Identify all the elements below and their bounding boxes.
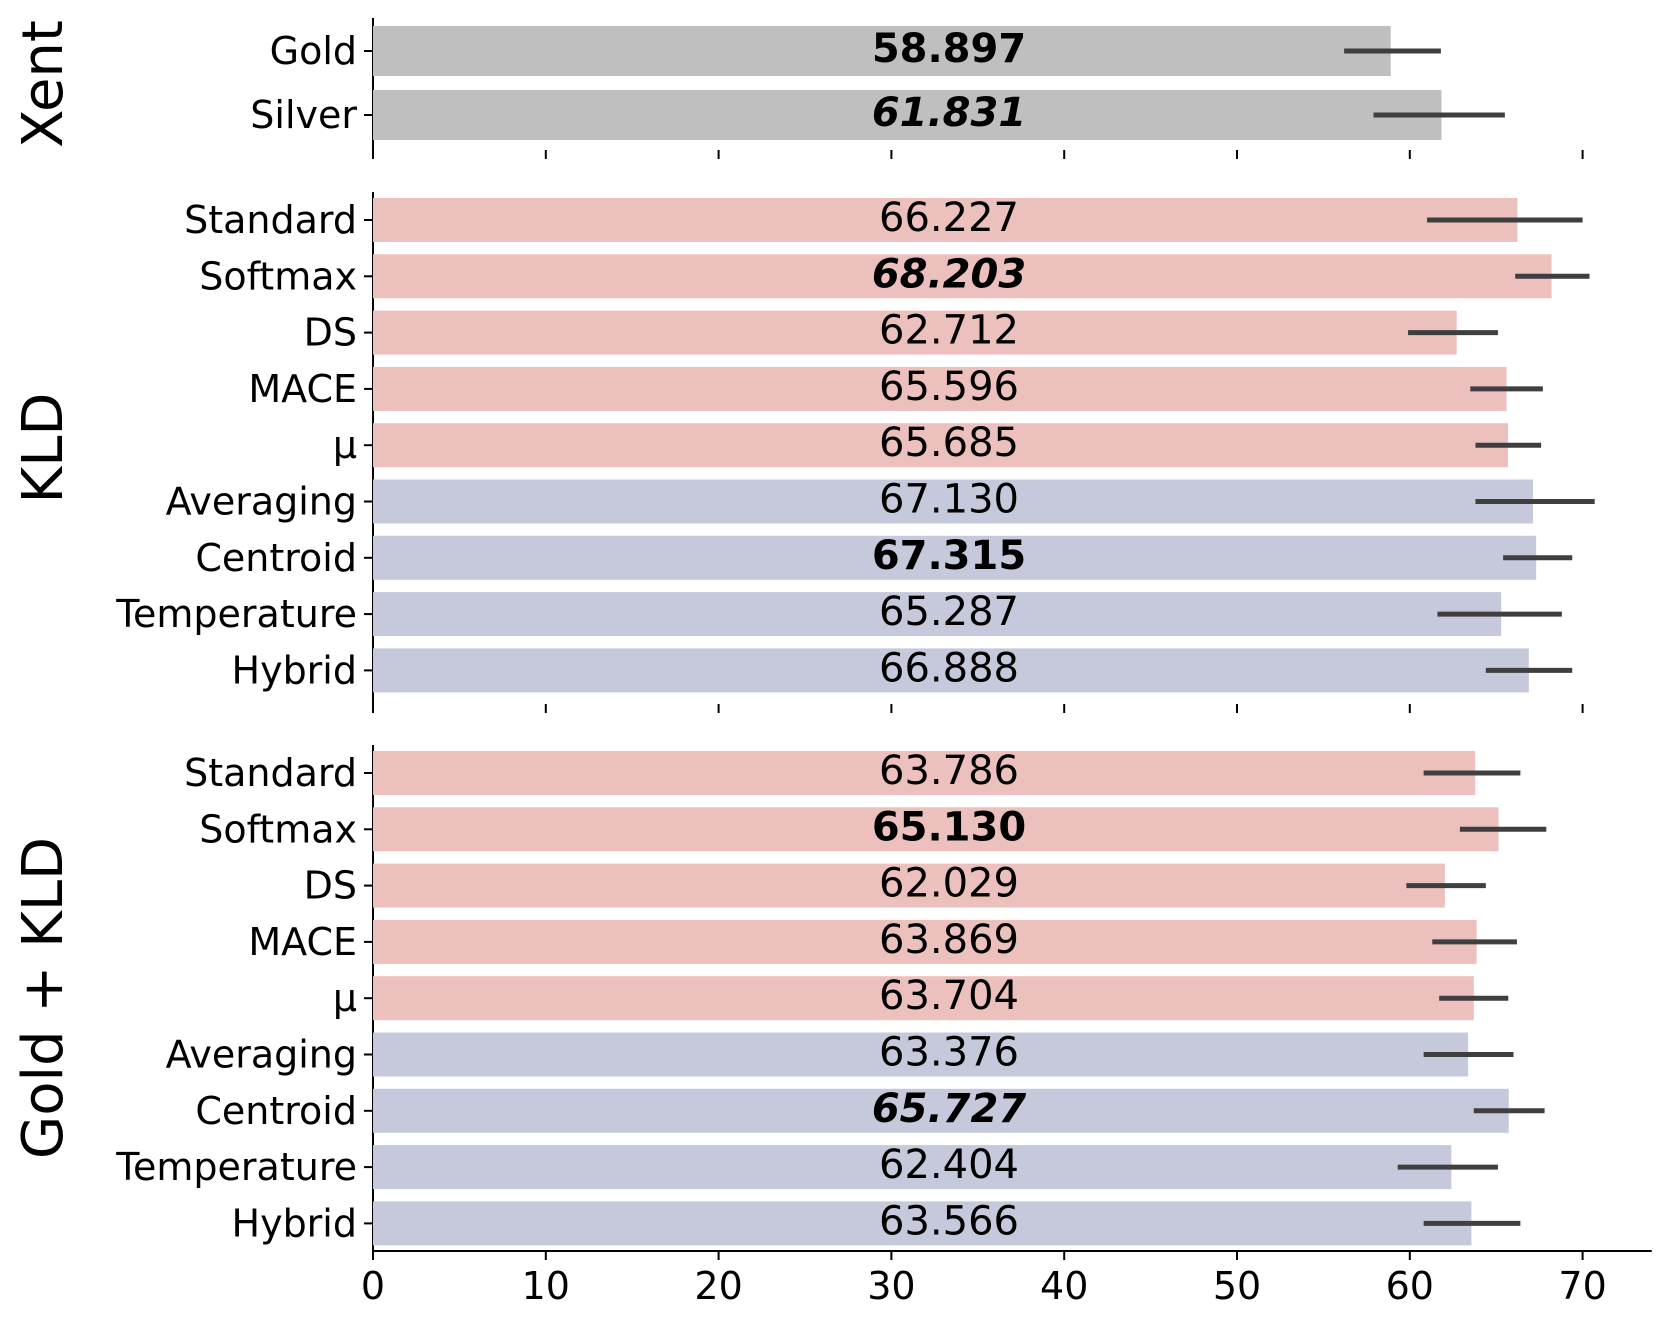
value-label: 63.786 — [879, 748, 1019, 794]
panel-title-xent: Xent — [11, 20, 76, 148]
value-label: 67.130 — [879, 477, 1019, 523]
bar-gold-kld-centroid — [373, 1088, 1509, 1133]
x-tick-label: 30 — [867, 1264, 915, 1308]
value-label: 65.727 — [872, 1086, 1027, 1132]
value-label: 65.130 — [872, 804, 1026, 850]
category-label: MACE — [248, 367, 357, 411]
category-label: μ — [333, 423, 357, 467]
value-label: 61.831 — [872, 90, 1026, 136]
bar-xent-silver — [373, 90, 1442, 140]
category-label: Hybrid — [232, 648, 358, 692]
bar-xent-gold — [373, 26, 1391, 76]
value-label: 62.712 — [879, 308, 1019, 354]
category-label: Hybrid — [232, 1201, 358, 1245]
value-label: 67.315 — [872, 533, 1026, 579]
bar-kld-centroid — [373, 535, 1537, 580]
bar-kld-temperature — [373, 592, 1502, 637]
panel-title-kld: KLD — [11, 392, 76, 503]
value-label: 65.287 — [879, 589, 1019, 635]
category-label: Temperature — [115, 1145, 357, 1189]
value-label: 65.596 — [879, 364, 1019, 410]
bar-kld-mace — [373, 366, 1507, 411]
bar-kld-ds — [373, 310, 1457, 355]
value-label: 58.897 — [872, 26, 1026, 72]
category-label: μ — [333, 976, 357, 1020]
value-label: 66.227 — [879, 195, 1019, 241]
x-tick-label: 70 — [1558, 1264, 1606, 1308]
category-label: Averaging — [166, 480, 357, 524]
bar-gold-kld-μ — [373, 976, 1474, 1021]
category-label: Centroid — [195, 1089, 357, 1133]
category-label: DS — [304, 864, 357, 908]
x-tick-label: 60 — [1386, 1264, 1434, 1308]
value-label: 63.376 — [879, 1030, 1019, 1076]
x-tick-label: 50 — [1213, 1264, 1261, 1308]
category-label: MACE — [248, 920, 357, 964]
value-label: 62.404 — [879, 1142, 1019, 1188]
bar-gold-kld-temperature — [373, 1145, 1452, 1190]
category-label: Softmax — [199, 254, 357, 298]
value-label: 63.869 — [879, 917, 1019, 963]
category-label: Softmax — [199, 807, 357, 851]
category-label: Standard — [184, 751, 357, 795]
value-label: 63.704 — [879, 973, 1019, 1019]
bar-kld-μ — [373, 423, 1509, 468]
x-tick-label: 20 — [694, 1264, 742, 1308]
value-label: 66.888 — [879, 645, 1019, 691]
category-label: Gold — [270, 29, 357, 73]
category-label: Centroid — [195, 536, 357, 580]
bar-gold-kld-mace — [373, 919, 1477, 964]
bar-kld-standard — [373, 198, 1518, 242]
x-tick-label: 0 — [361, 1264, 385, 1308]
category-label: Silver — [250, 93, 357, 137]
value-label: 65.685 — [879, 420, 1019, 466]
category-label: Averaging — [166, 1033, 357, 1077]
bar-gold-kld-averaging — [373, 1032, 1469, 1077]
category-label: Temperature — [115, 592, 357, 636]
bar-gold-kld-ds — [373, 863, 1445, 908]
bar-kld-hybrid — [373, 648, 1529, 693]
bar-gold-kld-hybrid — [373, 1201, 1472, 1246]
bar-kld-softmax — [373, 254, 1552, 299]
bar-kld-averaging — [373, 479, 1534, 524]
category-label: Standard — [184, 198, 357, 242]
value-label: 68.203 — [872, 251, 1026, 297]
value-label: 62.029 — [879, 861, 1019, 907]
x-tick-label: 10 — [522, 1264, 570, 1308]
category-label: DS — [304, 311, 357, 355]
panel-title-gold-kld: Gold + KLD — [11, 837, 76, 1159]
value-label: 63.566 — [879, 1198, 1019, 1244]
bar-gold-kld-standard — [373, 751, 1476, 795]
bar-gold-kld-softmax — [373, 807, 1499, 852]
x-tick-label: 40 — [1040, 1264, 1088, 1308]
